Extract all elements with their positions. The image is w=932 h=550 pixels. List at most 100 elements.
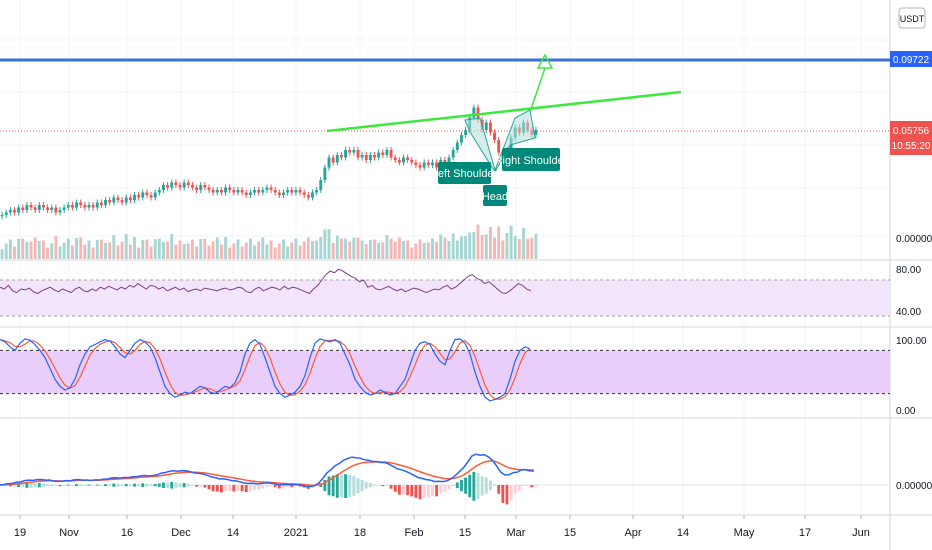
macd-histogram-bar xyxy=(33,483,37,487)
candle-body xyxy=(37,205,41,210)
right-shoulder-tag[interactable] xyxy=(502,148,560,171)
volume-bar xyxy=(426,242,430,259)
macd-histogram-bar xyxy=(335,474,339,498)
macd-panel xyxy=(0,453,890,505)
candle-body xyxy=(381,152,385,155)
candle-body xyxy=(414,162,418,165)
candle-body xyxy=(265,187,269,190)
volume-bar xyxy=(286,246,290,259)
macd-histogram-bar xyxy=(42,483,45,487)
x-tick-label: Mar xyxy=(507,527,526,539)
x-tick-label: 14 xyxy=(227,527,239,539)
candle-body xyxy=(397,160,401,163)
candle-body xyxy=(17,207,21,213)
macd-histogram-bar xyxy=(137,483,141,487)
candle-body xyxy=(224,187,227,193)
stoch-k-line xyxy=(0,338,531,402)
candle-body xyxy=(426,162,430,165)
left-shoulder-tag[interactable] xyxy=(438,162,491,184)
macd-histogram-bar xyxy=(397,485,401,495)
macd-histogram-bar xyxy=(381,485,385,487)
volume-bar xyxy=(497,226,501,259)
volume-bar xyxy=(112,235,116,259)
macd-histogram-bar xyxy=(178,483,182,488)
macd-histogram-bar xyxy=(385,485,389,486)
volume-bar xyxy=(447,241,451,259)
x-tick-label: 19 xyxy=(14,527,26,539)
volume-bar xyxy=(244,242,248,259)
volume-bar xyxy=(33,237,37,259)
macd-histogram-bar xyxy=(393,485,397,492)
macd-histogram-bar xyxy=(261,485,265,489)
macd-histogram-bar xyxy=(162,482,165,488)
volume-bar xyxy=(302,241,306,259)
macd-histogram-bar xyxy=(455,482,459,489)
macd-histogram-bar xyxy=(219,485,223,493)
candle-body xyxy=(534,130,538,135)
macd-histogram-bar xyxy=(124,483,128,487)
x-tick-label: 14 xyxy=(677,527,689,539)
head-shoulders-shape xyxy=(464,109,536,173)
macd-histogram-bar xyxy=(526,485,530,486)
volume-bar xyxy=(459,236,463,259)
macd-histogram-bar xyxy=(501,485,505,503)
candle-body xyxy=(153,192,157,198)
macd-histogram-bar xyxy=(509,485,513,501)
macd-histogram-bar xyxy=(464,477,468,494)
currency-badge-frame[interactable] xyxy=(898,7,926,29)
macd-histogram-bar xyxy=(91,485,95,486)
candle-body xyxy=(447,157,451,163)
macd-histogram-bar xyxy=(269,485,273,487)
candle-body xyxy=(261,190,265,193)
volume-bar xyxy=(406,240,410,259)
macd-histogram-bar xyxy=(431,485,434,496)
volume-bar xyxy=(344,238,348,259)
candle-body xyxy=(42,205,45,208)
macd-histogram-bar xyxy=(497,485,501,494)
macd-histogram-bar xyxy=(290,485,294,488)
candle-body xyxy=(79,202,83,205)
volume-bar xyxy=(248,238,252,259)
volume-bar xyxy=(141,240,145,259)
macd-histogram-bar xyxy=(207,485,211,490)
candle-body xyxy=(104,200,107,205)
macd-histogram-bar xyxy=(352,475,356,497)
candle-body xyxy=(311,192,314,198)
macd-histogram-bar xyxy=(46,484,50,486)
candle-body xyxy=(377,152,381,158)
candle-body xyxy=(166,185,170,188)
candle-body xyxy=(174,182,178,185)
macd-histogram-bar xyxy=(17,483,21,488)
stoch-panel xyxy=(0,338,890,402)
macd-histogram-bar xyxy=(21,483,25,488)
macd-histogram-bar xyxy=(203,485,207,488)
candle-body xyxy=(195,187,199,190)
volume-bar xyxy=(294,238,298,259)
candle-body xyxy=(331,157,335,163)
volume-bar xyxy=(253,245,256,259)
rsi-tick-label-low: 40.00 xyxy=(896,307,921,318)
macd-histogram-bar xyxy=(348,475,352,497)
candle-body xyxy=(360,155,364,158)
macd-histogram-bar xyxy=(277,485,281,489)
macd-histogram-bar xyxy=(426,485,430,498)
macd-histogram-bar xyxy=(236,485,240,491)
x-tick-label: Nov xyxy=(59,527,79,539)
candle-body xyxy=(248,192,252,195)
head-tag[interactable] xyxy=(483,185,507,206)
macd-histogram-bar xyxy=(344,474,348,498)
volume-bar xyxy=(323,229,327,259)
volume-bar xyxy=(472,232,476,259)
volume-bar xyxy=(484,234,488,259)
macd-histogram-bar xyxy=(522,485,525,486)
volume-bar xyxy=(373,239,376,259)
volume-bar xyxy=(37,241,41,259)
macd-histogram-bar xyxy=(224,485,227,491)
macd-histogram-bar xyxy=(257,485,261,490)
volume-bar xyxy=(414,243,418,259)
volume-bar xyxy=(195,246,199,259)
volume-bar xyxy=(54,236,58,259)
volume-bar xyxy=(240,246,244,259)
